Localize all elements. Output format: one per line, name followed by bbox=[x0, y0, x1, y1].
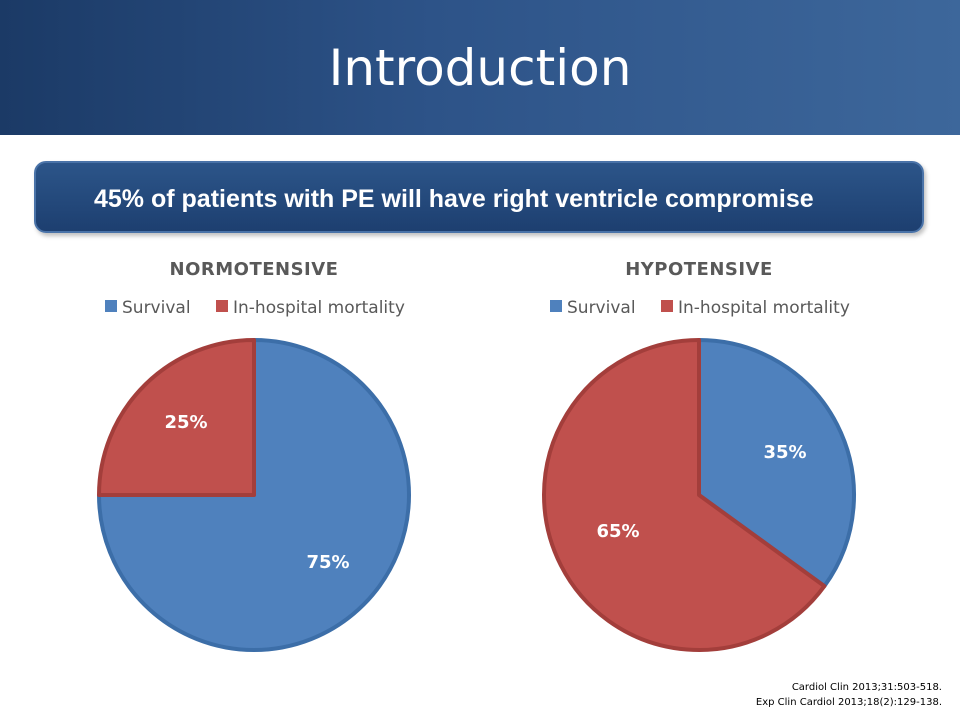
data-label-mortality: 65% bbox=[596, 521, 639, 542]
data-label-mortality: 25% bbox=[164, 412, 207, 433]
legend-label-mortality: In-hospital mortality bbox=[678, 298, 850, 318]
key-fact-banner: 45% of patients with PE will have right … bbox=[34, 161, 924, 233]
title-bar: Introduction bbox=[0, 0, 960, 135]
legend-swatch-survival bbox=[105, 300, 117, 312]
legend-label-survival: Survival bbox=[122, 298, 191, 318]
pie-slice-mortality bbox=[97, 338, 256, 497]
legend-label-mortality: In-hospital mortality bbox=[233, 298, 405, 318]
reference-2: Exp Clin Cardiol 2013;18(2):129-138. bbox=[755, 697, 942, 708]
pie-slice-survival bbox=[697, 338, 856, 589]
legend-swatch-mortality bbox=[216, 300, 228, 312]
pie-slice-mortality bbox=[542, 338, 827, 652]
pie-slice-survival bbox=[97, 338, 411, 652]
data-label-survival: 35% bbox=[763, 442, 806, 463]
slide-title: Introduction bbox=[328, 39, 632, 97]
key-fact-text: 45% of patients with PE will have right … bbox=[94, 185, 814, 213]
chart-normotensive: NORMOTENSIVE Survival In-hospital mortal… bbox=[97, 259, 411, 652]
legend-swatch-mortality bbox=[661, 300, 673, 312]
legend-label-survival: Survival bbox=[567, 298, 636, 318]
chart-hypotensive: HYPOTENSIVE Survival In-hospital mortali… bbox=[542, 259, 856, 652]
references: Cardiol Clin 2013;31:503-518. Exp Clin C… bbox=[756, 680, 942, 710]
legend-swatch-survival bbox=[550, 300, 562, 312]
data-label-survival: 75% bbox=[306, 552, 349, 573]
reference-1: Cardiol Clin 2013;31:503-518. bbox=[791, 682, 942, 693]
chart-title: NORMOTENSIVE bbox=[170, 259, 339, 280]
chart-title: HYPOTENSIVE bbox=[625, 259, 773, 280]
pie-charts: NORMOTENSIVE Survival In-hospital mortal… bbox=[97, 259, 856, 652]
